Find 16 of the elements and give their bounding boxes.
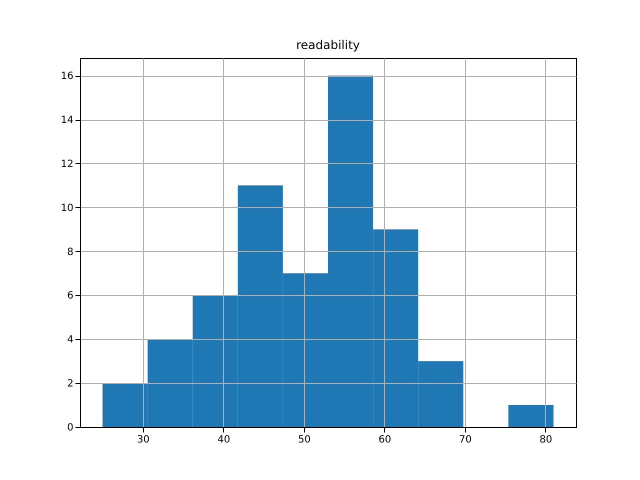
chart-title: readability — [296, 38, 360, 52]
y-tick-label: 0 — [67, 422, 74, 434]
y-tick-label: 12 — [60, 158, 74, 170]
x-tick-label: 30 — [136, 434, 150, 446]
y-tick-label: 2 — [67, 378, 74, 390]
y-tick-label: 16 — [60, 71, 74, 82]
x-tick-label: 40 — [217, 434, 230, 446]
y-tick-label: 14 — [60, 115, 74, 126]
y-tick-label: 4 — [67, 334, 74, 346]
y-tick-label: 6 — [67, 290, 74, 302]
y-tick-label: 10 — [60, 202, 74, 214]
x-tick-label: 70 — [459, 434, 472, 446]
x-tick-label: 60 — [378, 434, 392, 446]
x-tick-label: 80 — [540, 434, 552, 446]
x-tick-label: 50 — [298, 434, 311, 446]
y-tick-label: 8 — [67, 246, 74, 258]
